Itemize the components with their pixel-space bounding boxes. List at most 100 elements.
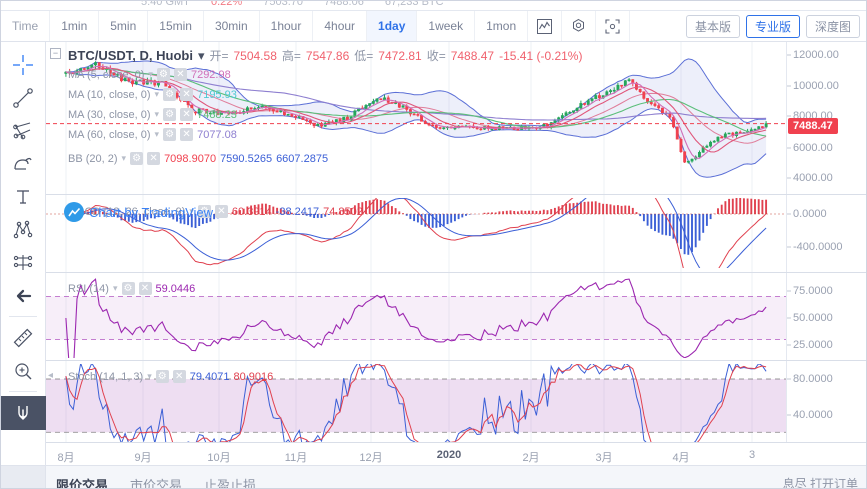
ruler-tool[interactable]: [6, 321, 40, 354]
axis-tick: [787, 246, 791, 248]
tab-market-order[interactable]: 市价交易: [130, 478, 183, 488]
ticker-price-2: 7488.06: [324, 1, 364, 8]
trend-line-tool[interactable]: [6, 81, 40, 114]
close-icon[interactable]: ✕: [138, 282, 152, 295]
gear-icon[interactable]: ⚙: [156, 68, 170, 81]
ticker-time: 5:40 GMT: [141, 1, 190, 8]
chevron-down-icon[interactable]: ▾: [197, 47, 205, 63]
low-label: 低=: [354, 49, 374, 63]
gear-icon[interactable]: ⚙: [163, 108, 177, 121]
current-price-tag: 7488.47: [788, 118, 838, 134]
price-axis-label-6000: 6000.00: [793, 142, 833, 154]
chart-canvas[interactable]: [46, 42, 786, 462]
gear-icon[interactable]: ⚙: [197, 205, 211, 218]
view-mode-group: 基本版 专业版 深度图: [685, 11, 866, 41]
pane-separator-2: [46, 272, 866, 273]
order-type-tabs: 限价交易 市价交易 止盈止损: [56, 475, 256, 488]
time-label-11: 11月: [284, 452, 308, 464]
stoch-axis-label-80: 80.0000: [793, 373, 833, 385]
axis-tick: [787, 290, 791, 292]
zoom-in-tool[interactable]: [6, 354, 40, 387]
interval-1day[interactable]: 1day: [367, 11, 418, 41]
macd-axis-label-neg400: -400.0000: [793, 241, 843, 253]
pitchfork-tool[interactable]: [6, 114, 40, 147]
text-tool[interactable]: [6, 180, 40, 213]
chart-panes[interactable]: [46, 42, 786, 462]
toolbar-spacer: [630, 11, 686, 41]
status-rail-edge: [1, 466, 46, 488]
gear-icon[interactable]: ⚙: [163, 128, 177, 141]
gear-icon[interactable]: ⚙: [130, 152, 144, 165]
ticker-price-1: 7503.70: [263, 1, 303, 8]
interval-1hour[interactable]: 1hour: [260, 11, 314, 41]
close-icon[interactable]: ✕: [180, 128, 194, 141]
gear-icon[interactable]: [562, 11, 597, 41]
interval-1mon[interactable]: 1mon: [475, 11, 529, 41]
close-icon[interactable]: ✕: [180, 108, 194, 121]
close-icon[interactable]: ✕: [180, 88, 194, 101]
tab-stop-order[interactable]: 止盈止损: [204, 478, 257, 488]
axis-tick: [787, 85, 791, 87]
position-tool[interactable]: [6, 246, 40, 279]
symbol-name[interactable]: BTC/USDT, D, Huobi: [68, 48, 193, 63]
time-label-9: 9月: [134, 452, 152, 464]
drawing-tools-rail: [1, 42, 46, 488]
macd-axis-label-0: 0.0000: [793, 208, 827, 220]
axis-tick: [787, 378, 791, 380]
axis-tick: [787, 317, 791, 319]
close-icon[interactable]: ✕: [173, 68, 187, 81]
interval-1week[interactable]: 1week: [417, 11, 476, 41]
axis-tick: [787, 414, 791, 416]
crosshair-tool[interactable]: [6, 48, 40, 81]
rsi-axis-label-25: 25.0000: [793, 339, 833, 351]
price-axis-label-10000: 10000.00: [793, 80, 839, 92]
close-value: 7488.47: [450, 48, 495, 63]
gear-icon[interactable]: ⚙: [155, 370, 169, 383]
time-axis[interactable]: 8月 9月 10月 11月 12月 2020 2月 3月 4月 3: [46, 442, 866, 467]
axis-separator-2: [786, 272, 866, 273]
axis-tick: [787, 177, 791, 179]
shapes-tool[interactable]: [6, 147, 40, 180]
top-ticker-strip: 5:40 GMT 0.22% 7503.70 7488.06 67,233 BT…: [1, 1, 866, 11]
collapse-icon[interactable]: −: [50, 48, 61, 59]
stoch-axis-label-40: 40.0000: [793, 409, 833, 421]
view-mode-pro[interactable]: 专业版: [745, 14, 800, 38]
pane-separator-3: [46, 360, 866, 361]
time-label-2020: 2020: [436, 449, 462, 461]
price-axis[interactable]: 12000.00 10000.00 8000.00 7488.47 6000.0…: [786, 42, 866, 462]
indicator-icon[interactable]: [528, 11, 563, 41]
time-label-3: 3月: [595, 452, 613, 464]
tab-limit-order[interactable]: 限价交易: [56, 478, 109, 488]
arrow-tool[interactable]: [6, 279, 40, 312]
pattern-tool[interactable]: [6, 213, 40, 246]
price-axis-label-4000: 4000.00: [793, 172, 833, 184]
axis-tick: [787, 147, 791, 149]
fullscreen-icon[interactable]: [596, 11, 631, 41]
view-mode-depth[interactable]: 深度图: [805, 14, 860, 38]
rsi-axis-label-75: 75.0000: [793, 285, 833, 297]
interval-30min[interactable]: 30min: [204, 11, 260, 41]
interval-15min[interactable]: 15min: [148, 11, 204, 41]
gear-icon[interactable]: ⚙: [121, 282, 135, 295]
toolbar-time-label: Time: [1, 11, 51, 41]
rsi-axis-label-50: 50.0000: [793, 312, 833, 324]
price-axis-label-12000: 12000.00: [793, 49, 839, 61]
chart-area[interactable]: − BTC/USDT, D, Huobi ▾ 开= 7504.58 高= 754…: [46, 42, 866, 488]
status-right-text: 息尽 打开订单: [782, 477, 858, 488]
close-icon[interactable]: ✕: [172, 370, 186, 383]
interval-1min[interactable]: 1min: [50, 11, 100, 41]
ticker-change: 0.22%: [210, 1, 243, 8]
gear-icon[interactable]: ⚙: [163, 88, 177, 101]
magnet-tool[interactable]: [1, 396, 46, 430]
pane-collapse-icon[interactable]: ◂: [48, 370, 54, 381]
high-label: 高=: [281, 49, 301, 63]
time-label-8: 8月: [57, 452, 75, 464]
interval-5min[interactable]: 5min: [99, 11, 149, 41]
open-label: 开=: [209, 49, 229, 63]
close-icon[interactable]: ✕: [147, 152, 161, 165]
interval-4hour[interactable]: 4hour: [313, 11, 368, 41]
view-mode-basic[interactable]: 基本版: [685, 14, 740, 38]
axis-tick: [787, 115, 791, 117]
close-icon[interactable]: ✕: [214, 205, 228, 218]
